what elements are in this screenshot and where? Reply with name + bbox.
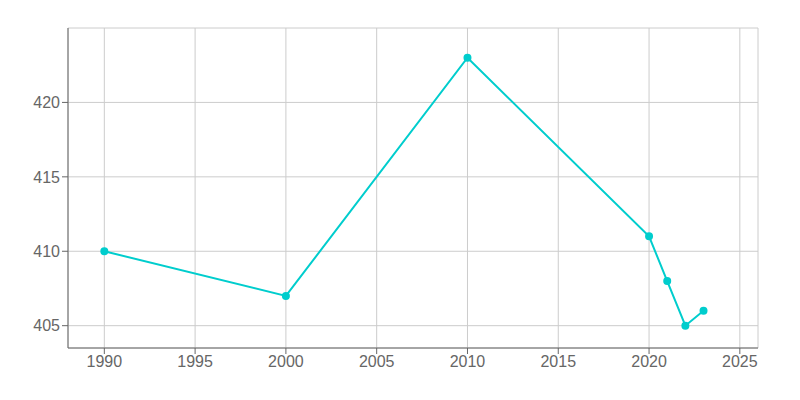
svg-text:405: 405	[33, 317, 60, 334]
svg-text:415: 415	[33, 169, 60, 186]
svg-text:410: 410	[33, 243, 60, 260]
svg-text:1990: 1990	[87, 353, 123, 370]
svg-text:2025: 2025	[722, 353, 758, 370]
svg-text:420: 420	[33, 94, 60, 111]
svg-text:2010: 2010	[450, 353, 486, 370]
svg-text:1995: 1995	[177, 353, 213, 370]
svg-text:2015: 2015	[540, 353, 576, 370]
svg-text:2020: 2020	[631, 353, 667, 370]
svg-text:2000: 2000	[268, 353, 304, 370]
svg-text:2005: 2005	[359, 353, 395, 370]
